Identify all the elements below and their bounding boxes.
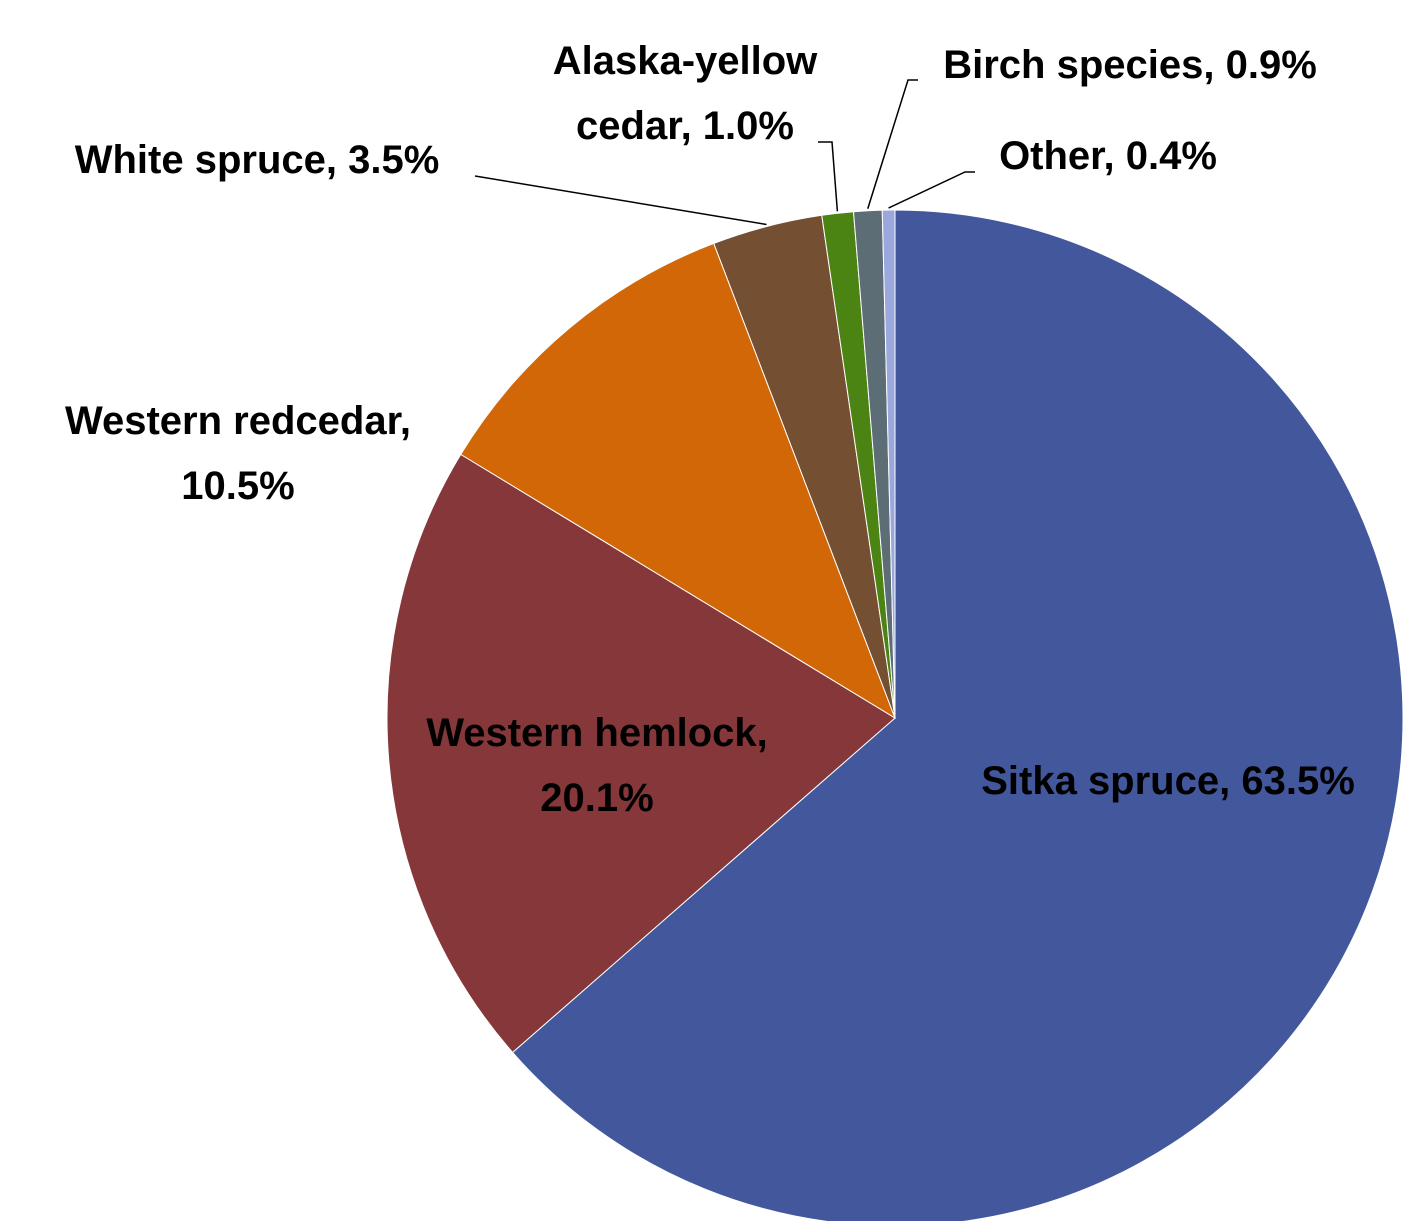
- data-label: Western redcedar, 10.5%: [65, 399, 411, 508]
- data-label-line: cedar, 1.0%: [576, 104, 794, 148]
- data-label-line: 20.1%: [540, 776, 653, 820]
- pie-slice: [511, 209, 1403, 1221]
- data-label-line: Alaska-yellow: [553, 39, 818, 83]
- leader-line: [867, 79, 918, 209]
- data-label-line: Western redcedar,: [65, 399, 411, 443]
- data-label-line: Sitka spruce, 63.5%: [981, 759, 1355, 803]
- leader-line: [818, 141, 839, 212]
- leader-line: [888, 171, 975, 209]
- data-label-line: Birch species, 0.9%: [943, 43, 1317, 87]
- data-label-line: 10.5%: [181, 464, 294, 508]
- data-label: Western hemlock, 20.1%: [426, 711, 768, 820]
- data-label-line: White spruce, 3.5%: [75, 138, 440, 182]
- data-label: Alaska-yellow cedar, 1.0%: [553, 39, 818, 148]
- data-label: Birch species, 0.9%: [943, 43, 1317, 87]
- data-label: Sitka spruce, 63.5%: [981, 759, 1355, 803]
- pie-slice: [881, 209, 896, 719]
- data-label-line: Western hemlock,: [426, 711, 768, 755]
- pie-slice: [386, 453, 896, 1054]
- data-label: White spruce, 3.5%: [75, 138, 440, 182]
- pie-slice: [460, 242, 896, 720]
- data-label-line: Other, 0.4%: [999, 134, 1217, 178]
- leader-line: [474, 175, 767, 226]
- data-label: Other, 0.4%: [999, 134, 1217, 178]
